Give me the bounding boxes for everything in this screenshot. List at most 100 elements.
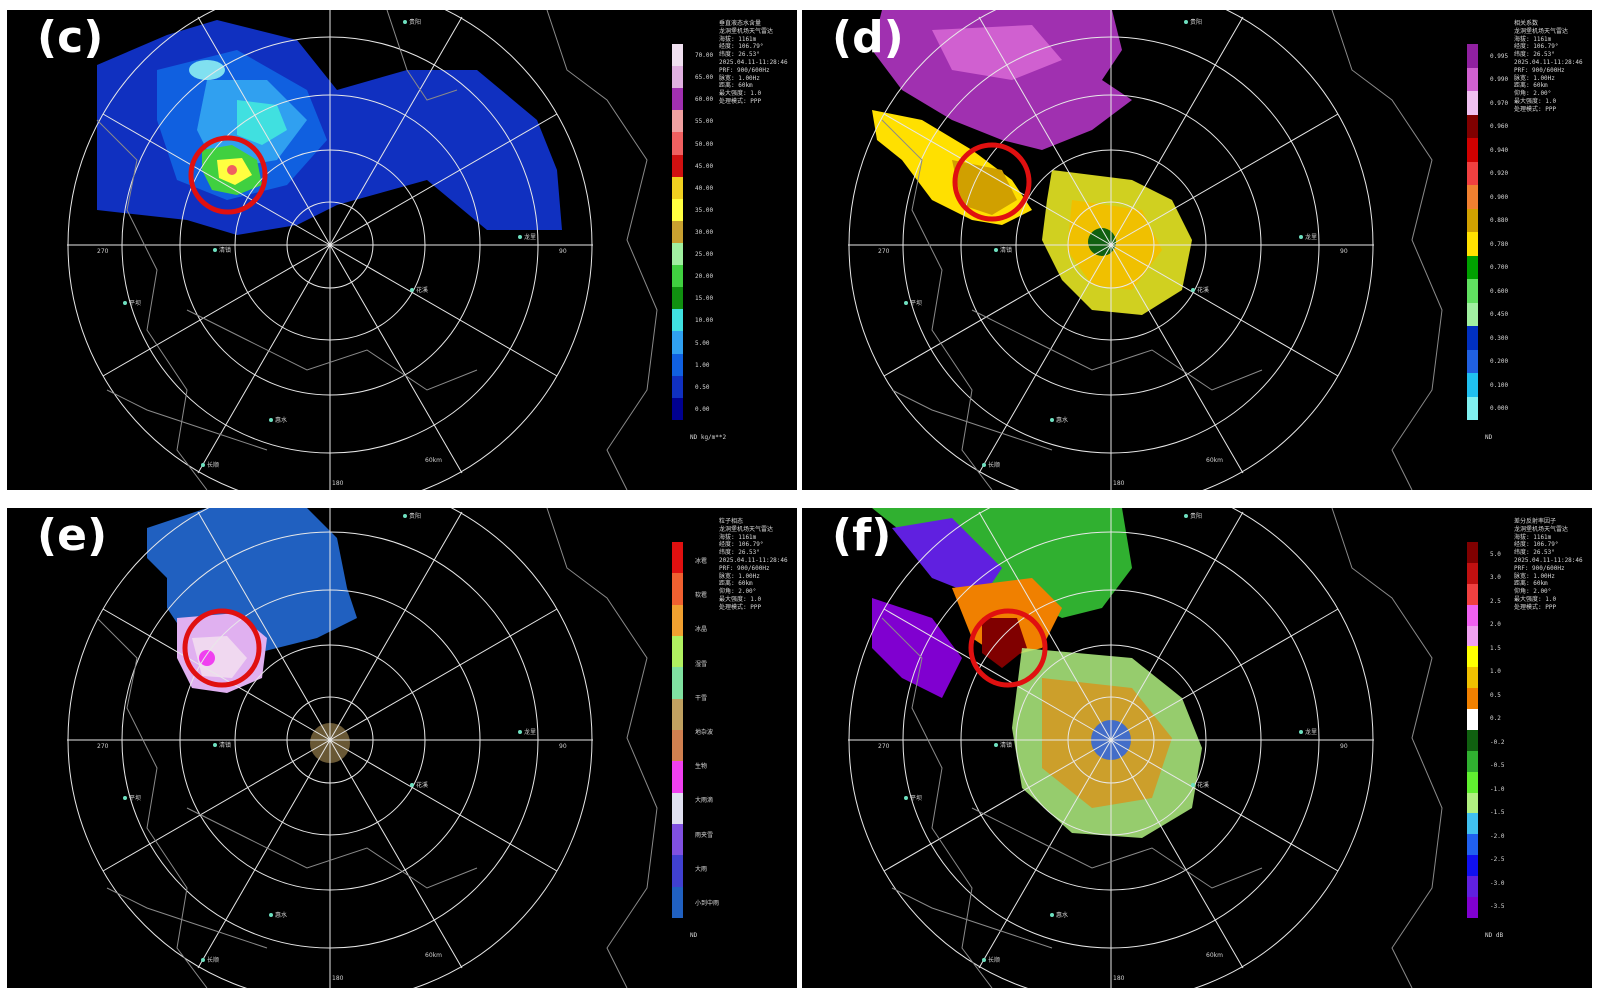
panel-label-e: (e): [37, 510, 108, 561]
colorbar-segment: [672, 242, 683, 266]
echo-field-e: [147, 508, 357, 763]
azimuth-label-180: 180: [1113, 480, 1125, 487]
info-line: 最大强度: 1.0: [1514, 97, 1557, 105]
info-line: 经度: 106.79°: [719, 43, 764, 51]
colorbar-tick-label: 0.900: [1490, 193, 1509, 201]
colorbar-tick-label: -0.5: [1490, 762, 1505, 770]
colorbar-segment: [1467, 876, 1478, 897]
info-line: 处理模式: PPP: [719, 97, 762, 105]
city-label-south: 惠水: [1056, 911, 1068, 919]
range-label: 60km: [425, 952, 442, 959]
colorbar-segment: [1467, 138, 1478, 162]
colorbar-segment: [1467, 44, 1478, 68]
colorbar-unit-label: ND: [690, 932, 698, 939]
colorbar-tick-label: 25.00: [695, 251, 714, 259]
colorbar-segment: [1467, 373, 1478, 397]
city-label-west: 清镇: [1000, 246, 1012, 254]
colorbar-segment: [672, 132, 683, 155]
colorbar-tick-label: 0.920: [1490, 170, 1509, 178]
info-line: 垂直液态水含量: [719, 20, 762, 27]
colorbar-segment: [1467, 625, 1478, 647]
azimuth-label-270: 270: [878, 248, 890, 255]
info-line: 2025.04.11-11:28:46: [1514, 58, 1583, 66]
colorbar-tick-label: 0.50: [695, 383, 710, 391]
info-line: 脉宽: 1.00Hz: [1514, 572, 1555, 580]
info-line: 最大强度: 1.0: [719, 595, 762, 603]
colorbar-tick-label: 10.00: [695, 317, 714, 325]
range-label: 60km: [1206, 952, 1223, 959]
boundaries-c: [96, 10, 658, 490]
colorbar-tick-label: 0.100: [1490, 381, 1509, 389]
colorbar-tick-label: 0.970: [1490, 99, 1509, 107]
info-line: 粒子相态: [719, 518, 744, 525]
colorbar-segment: [1467, 91, 1478, 115]
colorbar-segment: [1467, 896, 1478, 918]
info-line: 经度: 106.79°: [719, 541, 764, 549]
colorbar-tick-label: 2.5: [1490, 597, 1501, 605]
panel-label-c: (c): [37, 12, 104, 63]
colorbar-tick-label: 0.200: [1490, 358, 1509, 366]
info-line: 最大强度: 1.0: [1514, 595, 1557, 603]
colorbar-segment: [672, 154, 683, 177]
colorbar-tick-label: 2.0: [1490, 621, 1501, 629]
azimuth-label-270: 270: [97, 248, 109, 255]
info-line: 纬度: 26.53°: [1514, 51, 1555, 59]
colorbar-tick-label: 40.00: [695, 184, 714, 192]
colorbar-tick-label: 湿雪: [695, 660, 708, 668]
colorbar-tick-label: 0.2: [1490, 715, 1501, 723]
city-label-center: 花溪: [416, 781, 428, 789]
colorbar-segment: [1467, 279, 1478, 303]
city-label-southwest: 平坝: [910, 794, 922, 802]
info-line: 经度: 106.79°: [1514, 541, 1559, 549]
info-line: 海拔: 1161m: [719, 533, 757, 541]
colorbar-segment: [672, 176, 683, 199]
colorbar-tick-label: 1.5: [1490, 644, 1501, 652]
info-line: 距离: 60km: [719, 580, 753, 588]
colorbar-tick-label: 冰雹: [695, 558, 708, 566]
colorbar-tick-label: 0.450: [1490, 311, 1509, 319]
info-line: 龙洞堡机场天气雷达: [719, 525, 774, 533]
info-line: 龙洞堡机场天气雷达: [1514, 27, 1569, 35]
colorbar-segment: [1467, 729, 1478, 751]
colorbar-segment: [672, 823, 683, 856]
colorbar-segment: [672, 309, 683, 332]
colorbar-segment: [672, 353, 683, 376]
colorbar-tick-label: 0.995: [1490, 52, 1509, 60]
colorbar-segment: [1467, 834, 1478, 856]
colorbar-segment: [672, 855, 683, 887]
city-label-center: 花溪: [1197, 286, 1209, 294]
colorbar-tick-label: 软雹: [695, 592, 708, 600]
info-line: PRF: 900/600Hz: [719, 66, 770, 74]
colorbar-segment: [1467, 646, 1478, 668]
colorbar-tick-label: 0.300: [1490, 334, 1509, 342]
info-line: 纬度: 26.53°: [719, 51, 760, 59]
colorbar-segment: [672, 110, 683, 133]
colorbar-tick-label: 0.600: [1490, 287, 1509, 295]
info-block-f: 差分反射率因子 龙洞堡机场天气雷达 海拔: 1161m 经度: 106.79° 纬度: …: [1514, 518, 1583, 612]
info-line: 2025.04.11-11:28:46: [719, 58, 788, 66]
colorbar-segment: [672, 761, 683, 793]
azimuth-label-270: 270: [878, 743, 890, 750]
info-line: 相关系数: [1514, 20, 1539, 27]
colorbar-tick-label: -2.0: [1490, 832, 1505, 840]
highlight-circle-e: [182, 608, 262, 688]
azimuth-label-180: 180: [332, 975, 344, 982]
colorbar-tick-label: 30.00: [695, 229, 714, 236]
colorbar-tick-label: 0.5: [1490, 691, 1501, 699]
colorbar-tick-label: 0.700: [1490, 264, 1509, 272]
colorbar-segment: [1467, 855, 1478, 876]
highlight-circle-c: [188, 135, 268, 215]
range-label: 60km: [425, 457, 442, 464]
colorbar-segment: [1467, 185, 1478, 209]
colorbar-segment: [1467, 67, 1478, 91]
colorbar-segment: [672, 198, 683, 221]
panel-label-d: (d): [832, 12, 904, 63]
colorbar-segment: [672, 604, 683, 636]
colorbar-segment: [1467, 562, 1478, 584]
colorbar-tick-label: 5.0: [1490, 550, 1501, 558]
city-label-southwest: 平坝: [129, 794, 141, 802]
info-line: 经度: 106.79°: [1514, 43, 1559, 51]
city-markers-e: [123, 514, 522, 962]
colorbar-tick-label: 冰晶: [695, 626, 708, 634]
colorbar-segment: [672, 220, 683, 243]
